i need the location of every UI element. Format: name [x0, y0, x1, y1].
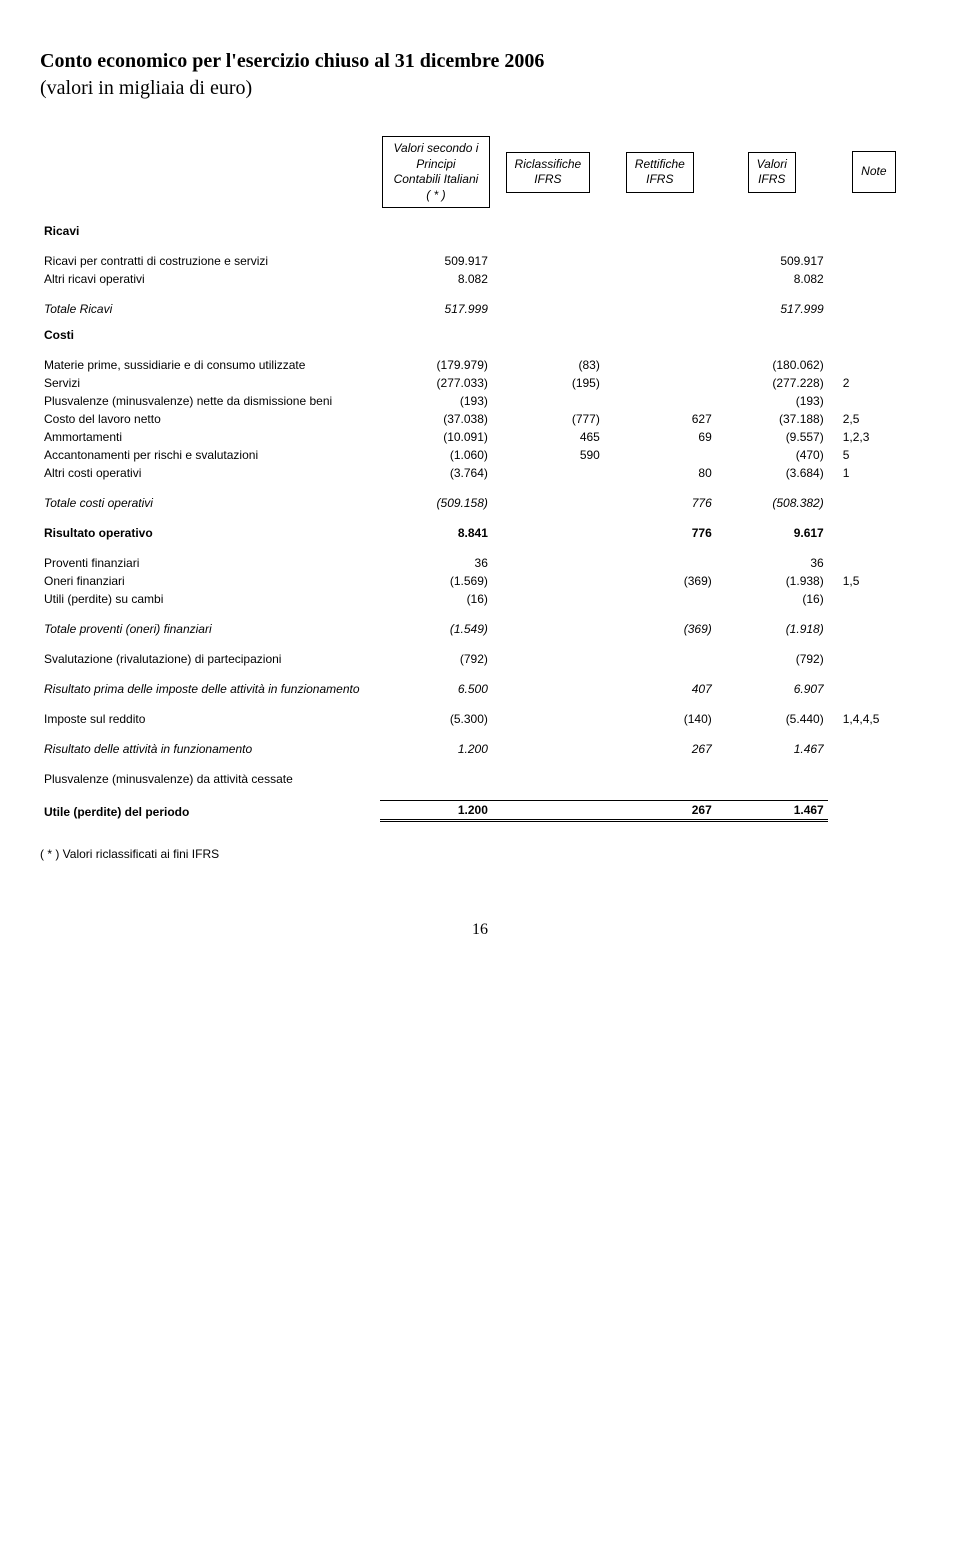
page-title: Conto economico per l'esercizio chiuso a… — [40, 50, 920, 73]
footnote: ( * ) Valori riclassificati ai fini IFRS — [40, 847, 920, 861]
table-row: Risultato delle attività in funzionament… — [40, 740, 920, 758]
table-row: Plusvalenze (minusvalenze) nette da dism… — [40, 392, 920, 410]
page-subtitle: (valori in migliaia di euro) — [40, 77, 920, 100]
header-col5: Note — [852, 151, 895, 193]
table-row: Altri costi operativi (3.764)80 (3.684)1 — [40, 464, 920, 482]
section-ricavi: Ricavi — [40, 214, 380, 240]
table-row: Costo del lavoro netto (37.038)(777)627 … — [40, 410, 920, 428]
income-statement-table: Valori secondo i PrincipiContabili Itali… — [40, 130, 920, 822]
table-header-row: Valori secondo i PrincipiContabili Itali… — [40, 130, 920, 214]
table-row: Risultato prima delle imposte delle atti… — [40, 680, 920, 698]
table-row: Ammortamenti (10.091)46569 (9.557)1,2,3 — [40, 428, 920, 446]
table-row: Oneri finanziari (1.569)(369) (1.938)1,5 — [40, 572, 920, 590]
table-row-total: Utile (perdite) del periodo 1.200 267 1.… — [40, 801, 920, 821]
header-col4: ValoriIFRS — [748, 152, 796, 193]
table-row: Imposte sul reddito (5.300)(140) (5.440)… — [40, 710, 920, 728]
table-row: Risultato operativo 8.841776 9.617 — [40, 524, 920, 542]
header-col3: RettificheIFRS — [626, 152, 694, 193]
section-costi: Costi — [40, 318, 380, 344]
table-row: Ricavi per contratti di costruzione e se… — [40, 252, 920, 270]
table-row: Proventi finanziari 36 36 — [40, 554, 920, 572]
table-row: Plusvalenze (minusvalenze) da attività c… — [40, 770, 920, 788]
table-row: Totale costi operativi (509.158)776 (508… — [40, 494, 920, 512]
page-number: 16 — [40, 921, 920, 939]
table-row: Svalutazione (rivalutazione) di partecip… — [40, 650, 920, 668]
table-row: Accantonamenti per rischi e svalutazioni… — [40, 446, 920, 464]
table-row: Servizi (277.033)(195) (277.228)2 — [40, 374, 920, 392]
table-row: Totale Ricavi 517.999 517.999 — [40, 300, 920, 318]
table-row: Utili (perdite) su cambi (16) (16) — [40, 590, 920, 608]
header-col2: RiclassificheIFRS — [506, 152, 591, 193]
table-row: Totale proventi (oneri) finanziari (1.54… — [40, 620, 920, 638]
header-col1: Valori secondo i PrincipiContabili Itali… — [382, 136, 490, 208]
table-row: Materie prime, sussidiarie e di consumo … — [40, 356, 920, 374]
table-row: Altri ricavi operativi 8.082 8.082 — [40, 270, 920, 288]
